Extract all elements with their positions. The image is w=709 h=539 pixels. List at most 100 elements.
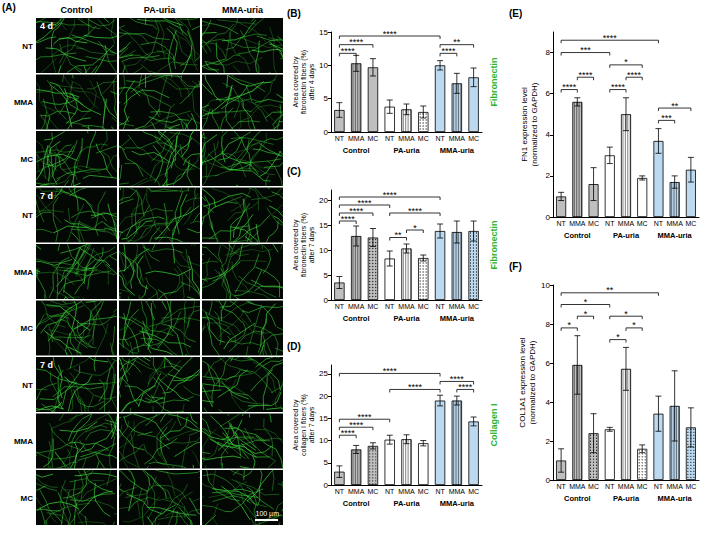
svg-text:10: 10 <box>541 281 550 290</box>
svg-text:NT: NT <box>605 220 615 227</box>
svg-text:MMA: MMA <box>569 220 586 227</box>
svg-text:MMA: MMA <box>348 135 365 142</box>
svg-text:**: ** <box>606 285 614 295</box>
svg-text:7 d: 7 d <box>40 360 53 370</box>
svg-text:PA-uria: PA-uria <box>393 499 420 508</box>
svg-text:NT: NT <box>335 488 345 495</box>
svg-text:NT: NT <box>435 135 445 142</box>
svg-text:NT: NT <box>435 488 445 495</box>
svg-text:Area covered by: Area covered by <box>292 399 300 450</box>
svg-text:15: 15 <box>319 414 328 423</box>
svg-text:MMA-uria: MMA-uria <box>440 146 475 155</box>
svg-text:****: **** <box>408 206 423 216</box>
svg-text:MC: MC <box>685 483 696 490</box>
svg-text:**: ** <box>395 230 403 240</box>
svg-text:MC: MC <box>637 483 648 490</box>
svg-text:Control: Control <box>343 314 370 323</box>
svg-text:after 4 days: after 4 days <box>308 63 316 100</box>
svg-text:MMA: MMA <box>398 303 415 310</box>
svg-text:MMA-uria: MMA-uria <box>658 494 693 503</box>
svg-text:NT: NT <box>385 488 395 495</box>
svg-text:****: **** <box>578 70 593 80</box>
svg-text:*: * <box>624 57 628 67</box>
svg-text:MMA: MMA <box>666 220 683 227</box>
svg-text:(normalized to GAPDH): (normalized to GAPDH) <box>528 340 537 424</box>
svg-text:MC: MC <box>685 220 696 227</box>
svg-text:****: **** <box>383 190 398 200</box>
svg-text:MC: MC <box>637 220 648 227</box>
svg-text:MC: MC <box>418 303 429 310</box>
svg-text:after 7 days: after 7 days <box>308 406 316 443</box>
svg-text:Collagen I: Collagen I <box>489 403 499 446</box>
svg-text:(E): (E) <box>509 8 522 19</box>
svg-text:MMA: MMA <box>348 488 365 495</box>
svg-text:****: **** <box>341 46 356 56</box>
svg-text:PA-uria: PA-uria <box>613 231 640 240</box>
svg-text:***: *** <box>580 45 591 55</box>
svg-text:8: 8 <box>546 48 551 57</box>
svg-text:****: **** <box>349 37 364 47</box>
svg-text:2: 2 <box>546 171 551 180</box>
svg-text:0: 0 <box>324 128 329 137</box>
svg-text:PA-uria: PA-uria <box>613 494 640 503</box>
svg-text:MMA-uria: MMA-uria <box>440 499 475 508</box>
svg-text:****: **** <box>358 412 373 422</box>
svg-text:MMA: MMA <box>14 268 33 277</box>
svg-text:NT: NT <box>385 303 395 310</box>
svg-text:PA-uria: PA-uria <box>393 314 420 323</box>
svg-text:PA-uria: PA-uria <box>144 5 176 15</box>
svg-text:MC: MC <box>468 135 479 142</box>
svg-text:****: **** <box>611 82 626 92</box>
svg-text:(B): (B) <box>287 8 301 19</box>
svg-text:NT: NT <box>22 211 33 220</box>
svg-text:MMA-uria: MMA-uria <box>658 231 693 240</box>
svg-text:MMA: MMA <box>618 220 635 227</box>
svg-text:NT: NT <box>335 303 345 310</box>
svg-text:10: 10 <box>319 436 328 445</box>
svg-text:NT: NT <box>385 135 395 142</box>
svg-text:****: **** <box>408 382 423 392</box>
svg-text:****: **** <box>383 29 398 39</box>
svg-text:****: **** <box>383 366 398 376</box>
svg-text:NT: NT <box>556 483 566 490</box>
svg-text:MMA: MMA <box>666 483 683 490</box>
svg-text:100 µm: 100 µm <box>256 510 280 518</box>
svg-text:MMA: MMA <box>569 483 586 490</box>
svg-text:****: **** <box>603 33 618 43</box>
svg-text:***: *** <box>661 113 672 123</box>
svg-text:NT: NT <box>654 220 664 227</box>
svg-text:7 d: 7 d <box>40 191 53 201</box>
svg-text:MC: MC <box>468 488 479 495</box>
svg-text:MC: MC <box>588 220 599 227</box>
svg-text:Control: Control <box>564 231 591 240</box>
svg-text:20: 20 <box>319 392 328 401</box>
svg-text:MMA: MMA <box>398 135 415 142</box>
svg-text:MC: MC <box>367 303 378 310</box>
svg-text:PA-uria: PA-uria <box>393 146 420 155</box>
svg-text:MC: MC <box>367 488 378 495</box>
svg-text:0: 0 <box>546 476 551 485</box>
svg-text:MC: MC <box>367 135 378 142</box>
svg-text:COL1A1 expression level: COL1A1 expression level <box>518 337 527 427</box>
svg-text:**: ** <box>671 101 679 111</box>
svg-text:fibronectin fibers (%): fibronectin fibers (%) <box>300 50 308 114</box>
svg-text:(C): (C) <box>287 166 301 177</box>
svg-text:Fibronectin: Fibronectin <box>489 221 499 270</box>
svg-text:****: **** <box>450 374 465 384</box>
svg-text:NT: NT <box>435 303 445 310</box>
svg-text:8: 8 <box>546 320 551 329</box>
svg-text:MMA-uria: MMA-uria <box>440 314 475 323</box>
svg-text:NT: NT <box>22 42 33 51</box>
svg-text:NT: NT <box>605 483 615 490</box>
svg-text:MC: MC <box>418 135 429 142</box>
svg-text:MMA: MMA <box>618 483 635 490</box>
svg-text:2: 2 <box>546 437 551 446</box>
svg-text:MC: MC <box>21 324 34 333</box>
svg-text:MC: MC <box>418 488 429 495</box>
svg-text:collagen I fibers (%): collagen I fibers (%) <box>300 394 308 456</box>
svg-text:MMA: MMA <box>449 135 466 142</box>
svg-text:NT: NT <box>654 483 664 490</box>
svg-text:**: ** <box>453 37 461 47</box>
svg-text:MMA: MMA <box>348 303 365 310</box>
svg-text:(A): (A) <box>2 2 16 13</box>
